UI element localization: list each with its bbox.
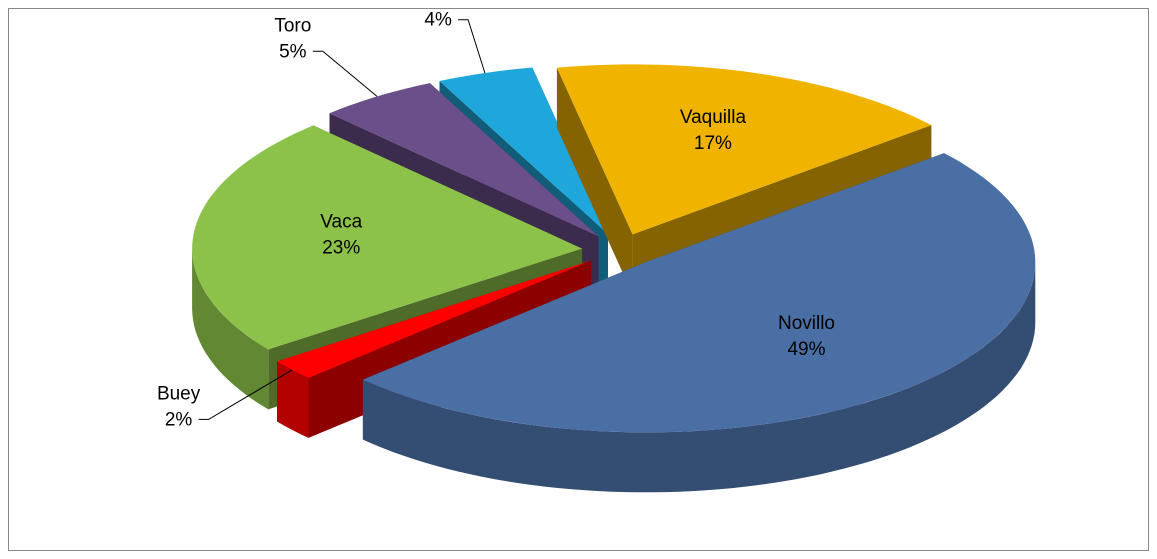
slice-edge [362, 262, 1036, 493]
slice-top [329, 83, 599, 237]
slice-top [277, 260, 591, 378]
slice [362, 153, 1036, 493]
slice-side [277, 260, 591, 422]
leader-line [198, 369, 293, 420]
data-label: Buey 2% [157, 383, 201, 430]
value-label: 23% [322, 237, 360, 258]
data-label: Vaquilla 17% [680, 107, 747, 154]
value-label: 2% [165, 409, 193, 430]
slice-top [439, 67, 608, 235]
slice-top [556, 64, 932, 235]
value-label: 17% [694, 133, 732, 154]
data-label: Vaca 23% [320, 211, 362, 258]
data-label: Toro 5% [274, 15, 311, 62]
slice-side [556, 67, 633, 295]
leader-line [312, 50, 378, 97]
value-label: 49% [787, 339, 825, 360]
data-label: Novillo 49% [778, 313, 835, 360]
data-label: Ternero 4% [406, 0, 470, 31]
slice-edge [192, 248, 269, 410]
slice-top [362, 153, 1036, 433]
category-label: Toro [274, 15, 311, 36]
slice-edge [277, 361, 309, 438]
category-label: Ternero [406, 0, 470, 5]
slice-top [192, 125, 583, 350]
category-label: Vaca [320, 211, 362, 232]
value-label: 4% [424, 10, 452, 31]
value-label: 5% [279, 41, 307, 62]
category-label: Buey [157, 383, 201, 404]
category-label: Vaquilla [680, 107, 747, 128]
leader-line [458, 19, 486, 74]
category-label: Novillo [778, 313, 835, 334]
